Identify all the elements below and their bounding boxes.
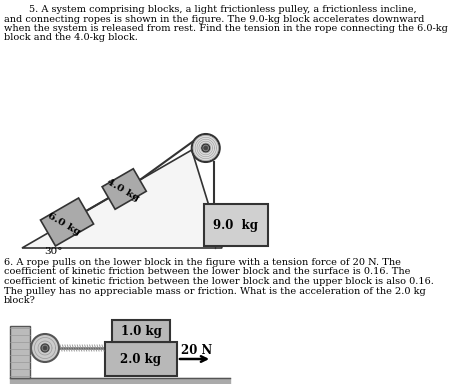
FancyBboxPatch shape	[204, 204, 268, 246]
Circle shape	[192, 134, 220, 162]
FancyBboxPatch shape	[105, 342, 177, 376]
Text: 6.0 kg: 6.0 kg	[46, 211, 82, 237]
Text: and connecting ropes is shown in the figure. The 9.0-kg block accelerates downwa: and connecting ropes is shown in the fig…	[4, 15, 424, 23]
Text: block and the 4.0-kg block.: block and the 4.0-kg block.	[4, 33, 138, 43]
Text: coefficient of kinetic friction between the lower block and the upper block is a: coefficient of kinetic friction between …	[4, 277, 434, 286]
Circle shape	[43, 346, 47, 350]
Circle shape	[31, 334, 59, 362]
Polygon shape	[40, 198, 93, 246]
Text: 5. A system comprising blocks, a light frictionless pulley, a frictionless incli: 5. A system comprising blocks, a light f…	[4, 5, 417, 14]
Circle shape	[204, 146, 208, 150]
Text: 30°: 30°	[44, 247, 63, 256]
FancyBboxPatch shape	[10, 326, 30, 378]
Text: 20 N: 20 N	[181, 344, 212, 356]
Text: The pulley has no appreciable mass or friction. What is the acceleration of the : The pulley has no appreciable mass or fr…	[4, 286, 426, 296]
Polygon shape	[102, 169, 146, 209]
Circle shape	[41, 344, 49, 352]
Text: when the system is released from rest. Find the tension in the rope connecting t: when the system is released from rest. F…	[4, 24, 448, 33]
Text: 1.0 kg: 1.0 kg	[120, 324, 162, 338]
Text: 9.0  kg: 9.0 kg	[213, 218, 258, 232]
Text: 6. A rope pulls on the lower block in the figure with a tension force of 20 N. T: 6. A rope pulls on the lower block in th…	[4, 258, 401, 267]
Text: block?: block?	[4, 296, 36, 305]
Text: 2.0 kg: 2.0 kg	[120, 353, 162, 366]
Polygon shape	[22, 150, 222, 248]
Circle shape	[202, 144, 210, 152]
Text: coefficient of kinetic friction between the lower block and the surface is 0.16.: coefficient of kinetic friction between …	[4, 268, 410, 276]
Text: 4.0 kg: 4.0 kg	[105, 177, 141, 203]
FancyBboxPatch shape	[112, 320, 170, 342]
